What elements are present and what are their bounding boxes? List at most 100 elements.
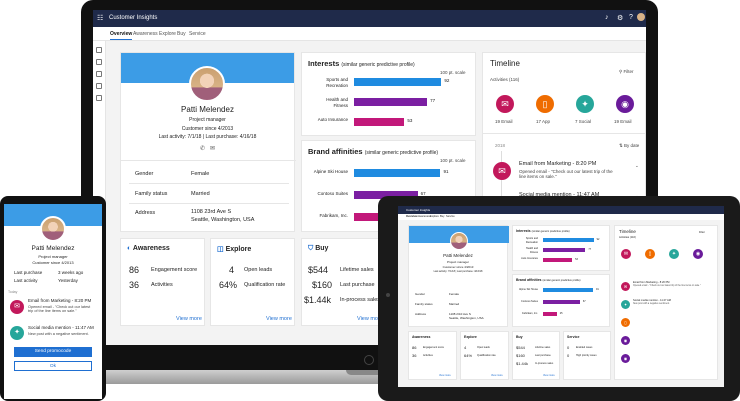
app-icon[interactable]: ▯ [621, 318, 630, 327]
tab-overview[interactable]: Overview [110, 31, 133, 40]
metric-label: Activities [151, 282, 173, 288]
view-more-link[interactable]: View more [176, 316, 202, 322]
tablet-metric-value: 0 [567, 345, 570, 350]
web-icon[interactable]: ◉ [616, 95, 634, 113]
chevron-down-icon[interactable]: ⌄ [635, 163, 639, 168]
email-icon[interactable]: ✉ [621, 282, 630, 291]
activities-label: Activities (116) [490, 77, 520, 82]
bar[interactable] [354, 98, 428, 106]
bar[interactable] [543, 248, 586, 252]
ok-button[interactable]: Ok [14, 361, 92, 371]
social-icon[interactable]: ✦ [669, 249, 679, 259]
nav-settings-icon[interactable] [96, 95, 102, 101]
field-family-value: Married [191, 191, 210, 197]
bar[interactable] [543, 258, 573, 262]
avatar[interactable] [637, 13, 645, 21]
tablet-tab-explore[interactable]: Explore [430, 215, 439, 218]
bar[interactable] [354, 213, 378, 221]
bell-icon[interactable]: ♪ [605, 14, 609, 21]
profile-activity: Last activity: 7/1/18 | Last purchase: 4… [158, 134, 257, 140]
phone-section-label: Today [8, 290, 18, 294]
profile-since: Customer since 4/2013 [181, 126, 234, 132]
bar-label: Health and Fitness [525, 247, 538, 254]
nav-segments-icon[interactable] [96, 71, 102, 77]
tablet-screen: Customer Insights Overview Awareness Exp… [398, 206, 724, 387]
bar-value: 92 [444, 78, 450, 83]
email-icon[interactable]: ✉ [10, 300, 24, 314]
metric-value: 4 [229, 265, 235, 275]
sort-button[interactable]: ⇅ By date [619, 143, 640, 148]
event-title: Email from Marketing - 8:20 PM [519, 161, 597, 167]
bar-value: 25 [559, 312, 563, 315]
phone-icon[interactable]: ✆ ✉ [199, 146, 216, 152]
bar[interactable] [543, 288, 594, 292]
bar-label: Health and Fitness [326, 97, 348, 108]
tablet-metric-value: $544 [516, 345, 525, 350]
filter-button[interactable]: ⚲ Filter [619, 69, 634, 74]
bar[interactable] [543, 312, 557, 316]
bar-label: Sports and Recreation [525, 237, 538, 244]
help-icon[interactable]: ? [629, 14, 633, 21]
phone-row-value: 3 weeks ago [58, 270, 84, 275]
interests-title: Interests (similar generic predictive pr… [308, 59, 415, 68]
phone-event-desc: New post with a negative sentiment. [28, 332, 89, 336]
tablet-profile-role: Project manager [446, 260, 469, 264]
tab-explore[interactable]: Explore [159, 31, 176, 37]
tablet-filter-button[interactable]: Filter [699, 231, 705, 234]
tablet-tab-overview[interactable]: Overview [406, 215, 418, 218]
tablet-explore-title: Explore [464, 335, 477, 339]
bar-value: 67 [582, 300, 586, 303]
web-icon[interactable]: ◉ [621, 354, 630, 363]
email-icon[interactable]: ✉ [496, 95, 514, 113]
nav-home-icon[interactable] [96, 47, 102, 53]
chevron-down-icon[interactable]: ⌄ [635, 193, 639, 199]
tablet-view-more-link[interactable]: View more [439, 374, 451, 377]
divider [121, 160, 296, 161]
email-icon[interactable]: ✉ [493, 162, 511, 180]
summary-label: 7 Social [575, 119, 592, 124]
gear-icon[interactable]: ⚙ [617, 15, 624, 22]
tablet-tab-service[interactable]: Service [446, 215, 455, 218]
bar[interactable] [354, 191, 418, 199]
tablet-tab-awareness[interactable]: Awareness [418, 215, 431, 218]
view-more-link[interactable]: View more [266, 316, 292, 322]
metric-label: Lifetime sales [340, 267, 374, 273]
bar[interactable] [543, 238, 594, 242]
web-icon[interactable]: ◉ [621, 336, 630, 345]
tab-service[interactable]: Service [189, 31, 206, 37]
tablet-view-more-link[interactable]: View more [543, 374, 555, 377]
waffle-icon[interactable]: ☷ [97, 15, 104, 22]
social-icon[interactable]: ✦ [10, 326, 24, 340]
bar[interactable] [354, 118, 405, 126]
bar[interactable] [354, 78, 442, 86]
email-icon[interactable]: ✉ [621, 249, 631, 259]
app-icon[interactable]: ▯ [645, 249, 655, 259]
tablet-view-more-link[interactable]: View more [491, 374, 503, 377]
tablet-metric-label: In-process sales [535, 362, 554, 365]
bar[interactable] [543, 300, 580, 304]
event-title: Social media mention - 11:47 AM [519, 192, 600, 198]
bar-label: Contoso Suites [521, 300, 538, 303]
tablet-service-title: Service [567, 335, 580, 339]
view-more-link[interactable]: View more [357, 316, 383, 322]
tablet-metric-value: 64% [464, 353, 473, 358]
nav-search-icon[interactable] [96, 83, 102, 89]
brands-scale: 100 pt. scale [440, 158, 466, 163]
phone-banner [4, 204, 102, 226]
tablet-profile-since: Customer since 4/2013 [442, 265, 474, 269]
metric-label: Open leads [244, 267, 273, 273]
social-icon[interactable]: ✦ [621, 300, 630, 309]
tablet-buy-title: Buy [516, 335, 523, 339]
nav-people-icon[interactable] [96, 59, 102, 65]
send-promocode-button[interactable]: Send promocode [14, 347, 92, 357]
bar-value: 92 [596, 238, 600, 241]
tablet-metric-label: Engagement score [423, 346, 444, 349]
web-icon[interactable]: ◉ [693, 249, 703, 259]
tab-buy[interactable]: Buy [177, 31, 186, 37]
bar[interactable] [354, 169, 441, 177]
tablet-metric-label: Lifetime sales [535, 346, 551, 349]
app-icon[interactable]: ▯ [536, 95, 554, 113]
tab-awareness[interactable]: Awareness [133, 31, 158, 37]
social-icon[interactable]: ✦ [576, 95, 594, 113]
tablet-tab-buy[interactable]: Buy [440, 215, 445, 218]
